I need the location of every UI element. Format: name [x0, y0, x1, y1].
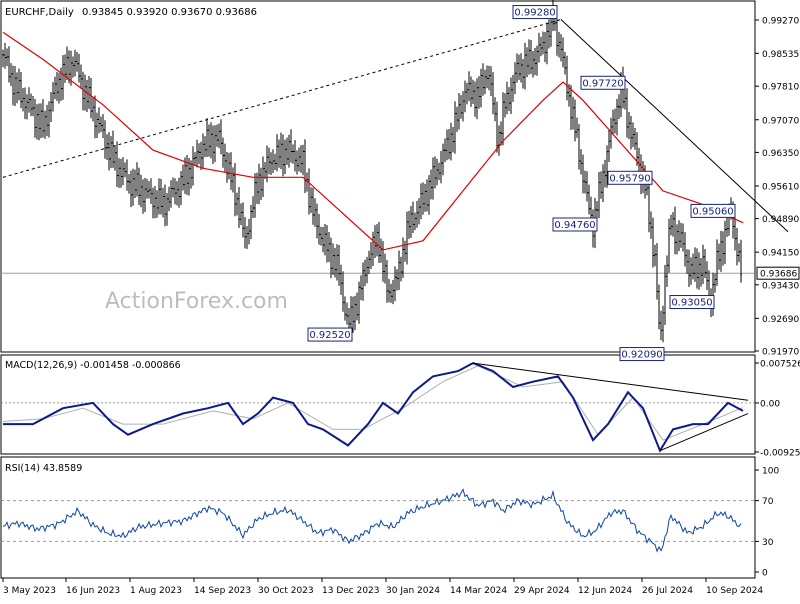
annotation-label: 0.94760 [554, 220, 595, 231]
x-tick-label: 30 Jan 2024 [386, 586, 440, 596]
x-tick-label: 29 Apr 2024 [514, 586, 570, 596]
annotation-label: 0.99280 [514, 8, 555, 19]
macd-title: MACD(12,26,9) -0.001458 -0.000866 [5, 360, 181, 371]
annotation-label: 0.92520 [309, 330, 350, 341]
price-y-tick-label: 0.94150 [762, 249, 799, 259]
price-annotation: 0.92520 [308, 328, 352, 341]
price-y-tick-label: 0.92690 [762, 315, 799, 325]
x-tick-label: 3 May 2023 [3, 586, 56, 596]
rsi-y-tick-label: 30 [762, 538, 774, 548]
x-tick-label: 1 Aug 2023 [130, 586, 182, 596]
x-tick-label: 13 Dec 2023 [322, 586, 380, 596]
price-annotation: 0.97720 [581, 76, 625, 89]
price-y-tick-label: 0.94890 [762, 215, 799, 225]
price-y-tick-label: 0.97070 [762, 116, 799, 126]
price-y-tick-label: 0.96350 [762, 149, 799, 159]
x-tick-label: 26 Jul 2024 [642, 586, 693, 596]
rsi-y-tick-label: 0 [762, 569, 768, 579]
price-annotation: 0.92090 [620, 348, 664, 361]
annotation-label: 0.93050 [671, 298, 712, 309]
annotation-label: 0.92090 [621, 350, 662, 361]
chart-header: EURCHF,Daily 0.93845 0.93920 0.93670 0.9… [5, 7, 257, 18]
rsi-y-tick-label: 100 [762, 467, 779, 477]
price-annotation: 0.95060 [691, 204, 735, 217]
annotation-label: 0.95060 [692, 206, 733, 217]
price-y-tick-label: 0.99270 [762, 17, 799, 27]
price-y-tick-label: 0.97810 [762, 83, 799, 93]
macd-y-tick-label: 0.00 [760, 399, 780, 409]
price-annotation: 0.99280 [513, 6, 557, 19]
price-annotation: 0.93050 [670, 296, 714, 309]
annotation-label: 0.95790 [609, 173, 650, 184]
price-y-tick-label: 0.95610 [762, 182, 799, 192]
price-y-tick-label: 0.93430 [762, 281, 799, 291]
current-price-label: 0.93686 [760, 270, 797, 280]
x-tick-label: 10 Sep 2024 [706, 586, 763, 596]
rsi-y-tick-label: 70 [762, 497, 774, 507]
x-tick-label: 30 Oct 2023 [258, 586, 314, 596]
price-annotation: 0.95790 [608, 171, 652, 184]
chart-ohlc: 0.93845 0.93920 0.93670 0.93686 [82, 7, 257, 18]
rsi-title: RSI(14) 43.8589 [5, 463, 82, 474]
chart-symbol: EURCHF,Daily [5, 7, 74, 18]
x-tick-label: 14 Sep 2023 [194, 586, 251, 596]
price-annotation: 0.94760 [553, 218, 597, 231]
x-tick-label: 14 Mar 2024 [450, 586, 507, 596]
watermark: ActionForex.com [105, 289, 288, 314]
annotation-label: 0.97720 [582, 78, 623, 89]
x-tick-label: 16 Jun 2023 [66, 586, 120, 596]
current-price-marker: 0.93686 [757, 267, 799, 280]
macd-y-tick-label: 0.007526 [760, 360, 800, 370]
price-y-tick-label: 0.98535 [762, 50, 799, 60]
price-y-tick-label: 0.91970 [762, 348, 799, 358]
macd-y-tick-label: -0.009252 [760, 449, 800, 459]
x-tick-label: 12 Jun 2024 [578, 586, 632, 596]
